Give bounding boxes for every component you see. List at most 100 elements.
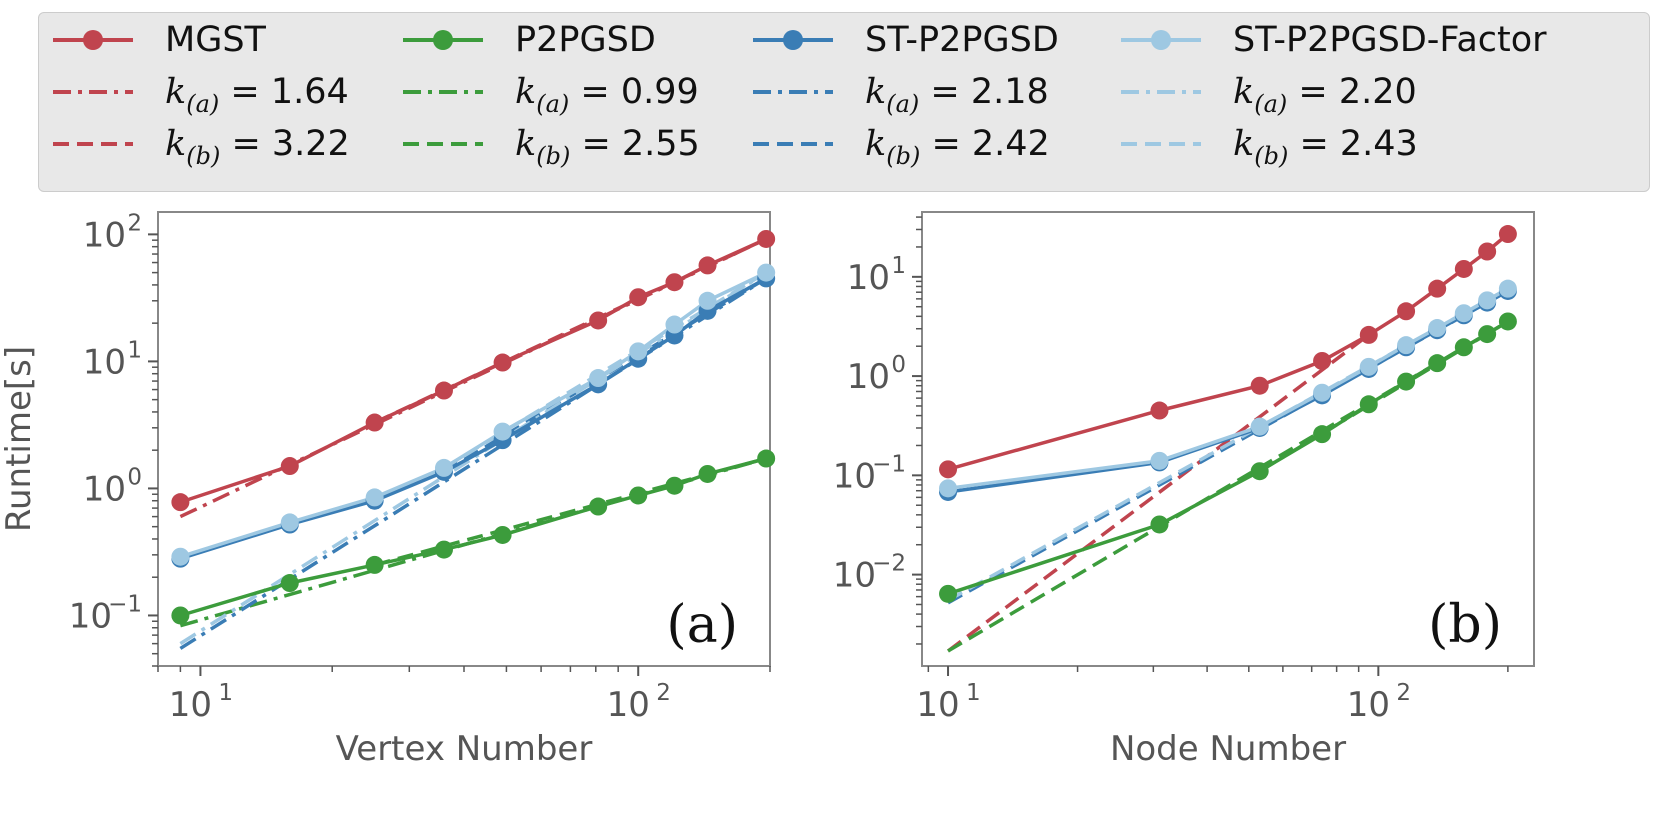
fit-k-symbol: k — [865, 72, 887, 112]
fit-k-symbol: k — [165, 72, 187, 112]
fit-k-value: = 2.43 — [1288, 124, 1418, 164]
fit-k-symbol: k — [165, 124, 187, 164]
legend-swatch — [753, 90, 833, 94]
x-tick-exponent: 1 — [966, 680, 981, 706]
fit-k-symbol: k — [865, 124, 887, 164]
data-point-st-p2pgsd-factor — [1313, 383, 1332, 402]
y-tick-label: 10 — [847, 357, 890, 397]
data-point-p2pgsd — [1454, 338, 1473, 357]
legend-item-st-p2pgsd-ka: k(a) = 2.18 — [751, 67, 1049, 118]
y-tick-exponent: 2 — [127, 210, 142, 236]
fit-k-symbol: k — [515, 72, 537, 112]
data-point-mgst — [757, 229, 776, 248]
legend-fit-label: k(a) = 2.18 — [865, 72, 1049, 118]
legend-swatch — [1121, 142, 1201, 146]
data-point-p2pgsd — [1478, 325, 1497, 344]
y-tick-label: 10 — [83, 469, 126, 509]
data-point-st-p2pgsd-factor — [629, 342, 648, 361]
data-point-st-p2pgsd-factor — [1150, 451, 1169, 470]
fit-k-subscript: (a) — [1254, 90, 1288, 118]
data-point-mgst — [1428, 279, 1447, 298]
y-tick-exponent: −2 — [872, 551, 906, 577]
y-tick-label: 10 — [847, 258, 890, 298]
data-point-mgst — [434, 381, 453, 400]
fit-k-symbol: k — [1233, 72, 1255, 112]
fit-k-value: = 2.20 — [1287, 72, 1417, 112]
data-point-mgst — [1454, 259, 1473, 278]
legend-item-st-p2pgsd-kb: k(b) = 2.42 — [751, 119, 1050, 170]
legend-swatch-marker — [83, 30, 103, 50]
legend-item-p2pgsd-ka: k(a) = 0.99 — [401, 67, 699, 118]
panel-label: (b) — [1428, 595, 1502, 655]
y-tick-label: 10 — [69, 596, 112, 636]
data-point-p2pgsd — [757, 449, 776, 468]
data-point-st-p2pgsd-factor — [757, 263, 776, 282]
fit-k-symbol: k — [1233, 124, 1255, 164]
data-point-p2pgsd — [365, 555, 384, 574]
data-point-p2pgsd — [629, 486, 648, 505]
x-tick-label: 10 — [169, 685, 212, 725]
legend-item-p2pgsd-kb: k(b) = 2.55 — [401, 119, 700, 170]
y-tick-exponent: −1 — [108, 591, 142, 617]
legend-swatch — [1121, 30, 1201, 50]
legend-swatch-marker — [433, 30, 453, 50]
data-point-mgst — [280, 457, 299, 476]
series-line-p2pgsd — [947, 320, 1509, 596]
data-point-st-p2pgsd-factor — [665, 315, 684, 334]
legend-label: ST-P2PGSD-Factor — [1233, 20, 1547, 60]
data-point-st-p2pgsd-factor — [1498, 279, 1517, 298]
series-line-p2pgsd — [179, 456, 767, 618]
data-point-st-p2pgsd-factor — [1359, 357, 1378, 376]
data-point-p2pgsd — [280, 574, 299, 593]
data-point-mgst — [939, 460, 958, 479]
y-tick-exponent: −1 — [872, 451, 906, 477]
legend-swatch-marker — [1151, 30, 1171, 50]
legend-item-st-p2pgsd-factor-ka: k(a) = 2.20 — [1119, 67, 1417, 118]
data-point-mgst — [493, 353, 512, 372]
data-point-p2pgsd — [434, 540, 453, 559]
fit-k-value: = 2.42 — [920, 124, 1050, 164]
legend: MGST k(a) = 1.64 k(b) = 3.22 P2PGSD k(a) = 0… — [38, 12, 1650, 192]
y-tick-exponent: 1 — [127, 337, 142, 363]
series-line-mgst — [947, 232, 1510, 471]
x-tick-exponent: 2 — [656, 680, 671, 706]
legend-swatch — [53, 30, 133, 50]
legend-fit-label: k(a) = 0.99 — [515, 72, 699, 118]
legend-fit-label: k(b) = 2.42 — [865, 124, 1050, 170]
legend-swatch-marker — [783, 30, 803, 50]
data-point-p2pgsd — [1313, 425, 1332, 444]
data-point-p2pgsd — [493, 525, 512, 544]
data-point-mgst — [1397, 302, 1416, 321]
data-point-mgst — [629, 288, 648, 307]
data-point-st-p2pgsd-factor — [280, 513, 299, 532]
fit-k-subscript: (b) — [1254, 142, 1289, 170]
series-line-st-p2pgsd-factor — [179, 271, 767, 559]
legend-swatch — [53, 90, 133, 94]
data-point-mgst — [1359, 325, 1378, 344]
legend-item-st-p2pgsd-factor-name: ST-P2PGSD-Factor — [1119, 15, 1547, 65]
y-axis-label: Runtime[s] — [0, 346, 39, 532]
data-point-st-p2pgsd-factor — [1454, 304, 1473, 323]
data-point-mgst — [1313, 351, 1332, 370]
y-tick-label: 10 — [83, 342, 126, 382]
x-tick-label: 10 — [607, 685, 650, 725]
x-axis-label: Vertex Number — [336, 729, 593, 769]
data-point-p2pgsd — [1428, 354, 1447, 373]
legend-fit-label: k(b) = 2.55 — [515, 124, 700, 170]
x-axis-label: Node Number — [1110, 729, 1346, 769]
data-point-mgst — [1498, 225, 1517, 244]
y-tick-label: 10 — [833, 556, 876, 596]
data-point-p2pgsd — [589, 497, 608, 516]
minor-ticks — [152, 239, 771, 672]
data-point-st-p2pgsd-factor — [365, 488, 384, 507]
data-point-mgst — [1250, 376, 1269, 395]
legend-item-p2pgsd-name: P2PGSD — [401, 15, 656, 65]
data-point-p2pgsd — [1397, 372, 1416, 391]
y-tick-exponent: 0 — [891, 352, 906, 378]
legend-item-mgst-ka: k(a) = 1.64 — [51, 67, 349, 118]
fit-k-value: = 1.64 — [219, 72, 349, 112]
x-tick-exponent: 2 — [1396, 680, 1411, 706]
data-point-p2pgsd — [665, 476, 684, 495]
y-tick-exponent: 1 — [891, 253, 906, 279]
